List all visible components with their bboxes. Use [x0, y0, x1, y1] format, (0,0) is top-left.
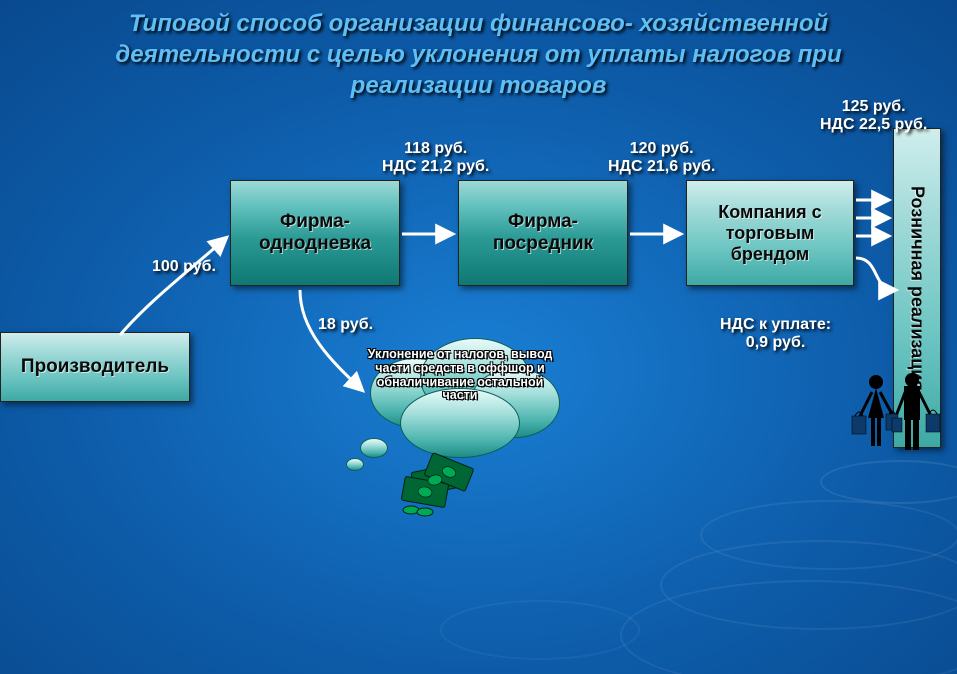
node-middleman-box: Фирма- посредник: [458, 180, 628, 286]
node-shell: Фирма- однодневка: [230, 180, 400, 286]
label-vat-pay: НДС к уплате: 0,9 руб.: [720, 316, 831, 352]
shoppers-icon: [848, 368, 948, 468]
ripple-decoration: [820, 460, 957, 504]
money-icon: [385, 440, 495, 520]
arrow-a1: [120, 238, 226, 335]
label-118rub: 118 руб. НДС 21,2 руб.: [382, 140, 489, 176]
page-title: Типовой способ организации финансово- хо…: [0, 0, 957, 102]
node-retail-label: Розничная реализация: [907, 186, 928, 391]
node-brand-box: Компания с торговым брендом: [686, 180, 854, 286]
arrow-a7: [856, 258, 895, 290]
node-brand: Компания с торговым брендом: [686, 180, 854, 286]
label-125rub: 125 руб. НДС 22,5 руб.: [820, 98, 927, 134]
node-producer-label: Производитель: [21, 356, 169, 378]
cloud-evasion: Уклонение от налогов, вывод части средст…: [360, 328, 560, 458]
node-brand-label: Компания с торговым брендом: [718, 202, 821, 265]
node-middleman-label: Фирма- посредник: [493, 211, 593, 255]
label-120rub: 120 руб. НДС 21,6 руб.: [608, 140, 715, 176]
label-100rub: 100 руб.: [152, 258, 216, 276]
node-producer: Производитель: [0, 332, 190, 402]
node-middleman: Фирма- посредник: [458, 180, 628, 286]
arrow-a8: [300, 290, 362, 390]
node-shell-label: Фирма- однодневка: [259, 211, 371, 255]
ripple-decoration: [440, 600, 640, 660]
cloud-text: Уклонение от налогов, вывод части средст…: [360, 348, 560, 403]
node-shell-box: Фирма- однодневка: [230, 180, 400, 286]
node-producer-box: Производитель: [0, 332, 190, 402]
